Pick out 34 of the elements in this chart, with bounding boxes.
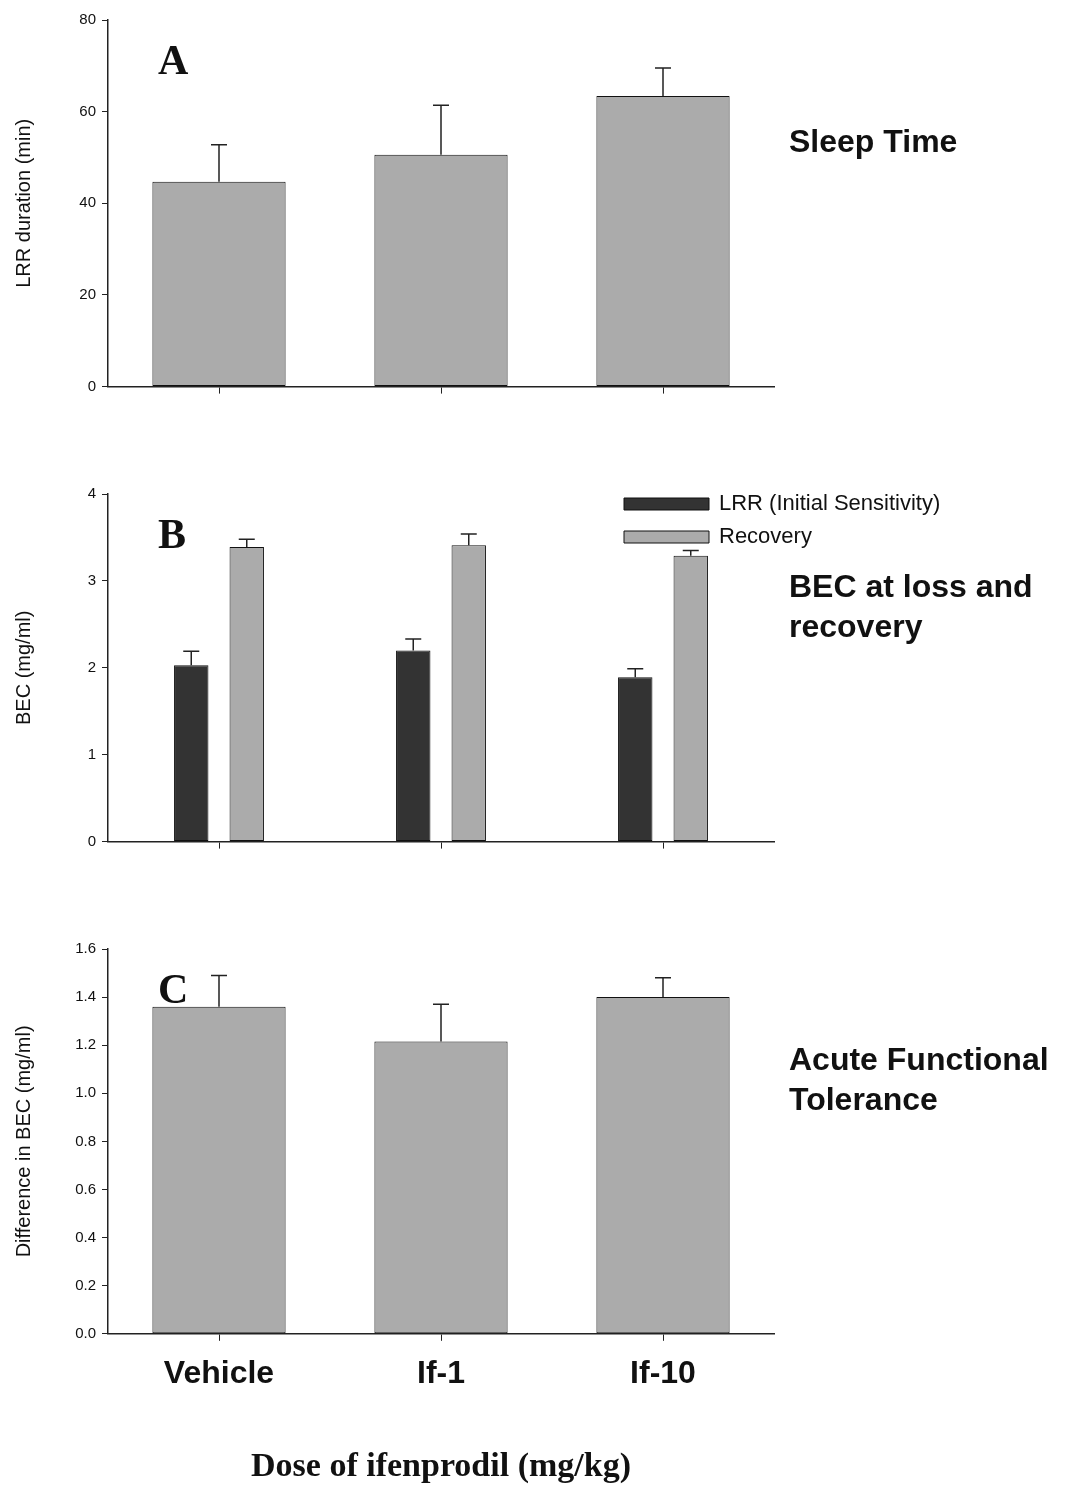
y-tick-label: 1 — [87, 744, 96, 762]
y-tick-label: 1.0 — [75, 1083, 96, 1101]
y-axis-title: BEC (mg/ml) — [11, 610, 34, 726]
x-tick-label: If-10 — [630, 1353, 696, 1390]
annotation: B — [158, 510, 187, 557]
y-tick-label: 0.4 — [75, 1227, 96, 1245]
legend-label: Recovery — [719, 523, 812, 549]
y-tick-label: 4 — [87, 484, 96, 502]
y-axis-title: Difference in BEC (mg/ml) — [11, 1025, 34, 1258]
y-tick-label: 1.2 — [75, 1035, 96, 1053]
y-tick-label: 40 — [79, 193, 96, 211]
annotation: A — [158, 36, 189, 83]
y-tick-label: 2 — [87, 657, 96, 675]
y-tick-label: 20 — [79, 285, 96, 303]
y-tick-label: 80 — [79, 10, 96, 28]
text: BEC at loss and recovery — [789, 567, 1033, 644]
y-tick-label: 0 — [87, 831, 96, 849]
y-tick-label: 0.8 — [75, 1131, 96, 1149]
y-tick-label: 1.4 — [75, 987, 96, 1005]
y-tick-label: 0.6 — [75, 1179, 96, 1197]
y-tick-label: 0.0 — [75, 1323, 96, 1341]
y-tick-label: 0 — [87, 376, 96, 394]
y-tick-label: 0.2 — [75, 1275, 96, 1293]
x-tick-label: Vehicle — [163, 1353, 275, 1390]
x-tick-label: If-1 — [417, 1353, 465, 1390]
text: Acute Functional Tolerance — [789, 1041, 1049, 1118]
y-tick-label: 1.6 — [75, 939, 96, 957]
y-axis-title: LRR duration (min) — [11, 118, 34, 288]
annotation: C — [158, 965, 189, 1012]
y-tick-label: 3 — [87, 571, 96, 589]
text: Sleep Time — [789, 123, 958, 160]
y-tick-label: 60 — [79, 101, 96, 119]
x-axis-title: Dose of ifenprodil (mg/kg) — [251, 1446, 631, 1485]
legend-label: LRR (Initial Sensitivity) — [719, 490, 941, 516]
